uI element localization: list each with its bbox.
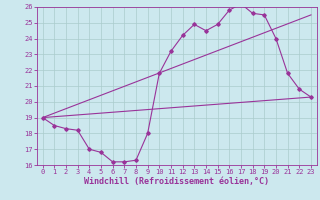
X-axis label: Windchill (Refroidissement éolien,°C): Windchill (Refroidissement éolien,°C) [84, 177, 269, 186]
